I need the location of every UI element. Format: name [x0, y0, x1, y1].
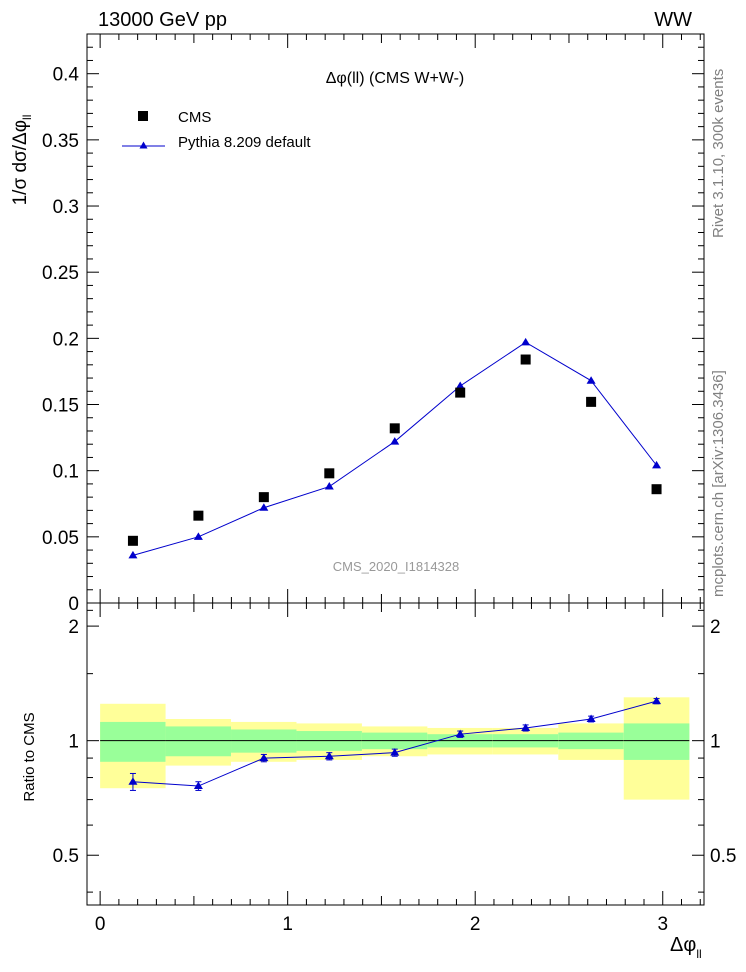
- ratio-pythia-point: [193, 781, 203, 790]
- ratio-plot: Ratio to CMS Δφll 0.5 0.5 1 1 2 2 0 1 2 3: [21, 602, 736, 961]
- ratio-xlabel: Δφll: [670, 934, 702, 961]
- main-ytick-label: 0.05: [42, 528, 79, 549]
- legend: CMS Pythia 8.209 default: [122, 109, 311, 151]
- ratio-xtick-label: 2: [470, 914, 481, 935]
- main-title: Δφ(ll) (CMS W+W-): [326, 70, 465, 87]
- main-ytick-label: 0.3: [53, 197, 79, 218]
- mcplots-label: mcplots.cern.ch [arXiv:1306.3436]: [710, 370, 727, 597]
- main-plot: Δφ(ll) (CMS W+W-) CMS_2020_I1814328 1/σ …: [10, 33, 705, 615]
- ratio-pythia-point: [455, 729, 465, 738]
- ratio-xlabel-sub: ll: [696, 947, 701, 961]
- ratio-ylabel: Ratio to CMS: [21, 712, 38, 801]
- cms-point: [258, 492, 269, 503]
- pythia-point: [455, 381, 465, 389]
- main-ytick-label: 0.1: [53, 462, 79, 483]
- main-ytick-label: 0.25: [42, 263, 79, 284]
- ratio-pythia-point: [652, 696, 662, 705]
- legend-marker-pythia: [139, 141, 148, 149]
- main-ylabel-text: 1/σ dσ/Δφ: [10, 120, 31, 205]
- main-ytick-label: 0.2: [53, 329, 79, 350]
- ratio-ytick-label-right: 0.5: [710, 846, 736, 867]
- ratio-band-inner: [623, 723, 690, 760]
- ratio-pythia-point: [128, 777, 138, 785]
- pythia-point: [193, 532, 203, 540]
- header-right: WW: [654, 9, 692, 31]
- ratio-ytick-label-right: 1: [710, 732, 721, 753]
- pythia-point: [390, 437, 400, 445]
- cms-point: [389, 423, 400, 434]
- ratio-ytick-label: 1: [68, 732, 79, 753]
- main-ytick-label: 0: [68, 594, 79, 615]
- legend-label-pythia: Pythia 8.209 default: [178, 134, 311, 151]
- main-ytick-label: 0.35: [42, 131, 79, 152]
- ratio-band-inner: [165, 726, 232, 757]
- cms-point: [651, 484, 662, 495]
- rivet-label: Rivet 3.1.10, 300k events: [710, 69, 727, 238]
- ratio-xlabel-text: Δφ: [670, 934, 696, 956]
- ratio-band-inner: [100, 721, 166, 762]
- cms-point: [586, 396, 597, 407]
- header-left: 13000 GeV pp: [98, 9, 227, 31]
- pythia-point: [324, 482, 334, 490]
- ratio-pythia-point: [324, 751, 334, 760]
- ratio-pythia-point: [259, 753, 269, 762]
- pythia-point: [128, 550, 138, 559]
- cms-point: [455, 387, 466, 398]
- ratio-frame: [86, 602, 705, 906]
- cms-point: [520, 354, 531, 365]
- ratio-xtick-label: 1: [282, 914, 293, 935]
- pythia-point: [652, 460, 662, 469]
- cms-point: [127, 535, 138, 546]
- main-ytick-label: 0.15: [42, 396, 79, 417]
- ratio-xtick-label: 3: [657, 914, 668, 935]
- ratio-ytick-label-right: 2: [710, 617, 721, 638]
- ratio-pythia-point: [521, 723, 531, 731]
- legend-label-cms: CMS: [178, 109, 211, 126]
- main-ylabel-sub: ll: [20, 115, 34, 120]
- pythia-point: [521, 337, 531, 346]
- legend-marker-cms: [138, 111, 148, 121]
- ratio-pythia-point: [390, 748, 400, 756]
- pythia-point: [586, 376, 596, 384]
- main-ytick-label: 0.4: [53, 65, 80, 86]
- cms-point: [193, 510, 204, 521]
- cms-point: [324, 468, 335, 479]
- main-ylabel: 1/σ dσ/Δφll: [10, 115, 34, 206]
- ratio-ytick-label: 2: [68, 617, 79, 638]
- ratio-xtick-label: 0: [95, 914, 106, 935]
- ratio-ytick-label: 0.5: [53, 846, 79, 867]
- ratio-pythia-point: [586, 714, 596, 723]
- watermark: CMS_2020_I1814328: [333, 559, 460, 574]
- pythia-point: [259, 503, 269, 511]
- pythia-line: [132, 341, 657, 556]
